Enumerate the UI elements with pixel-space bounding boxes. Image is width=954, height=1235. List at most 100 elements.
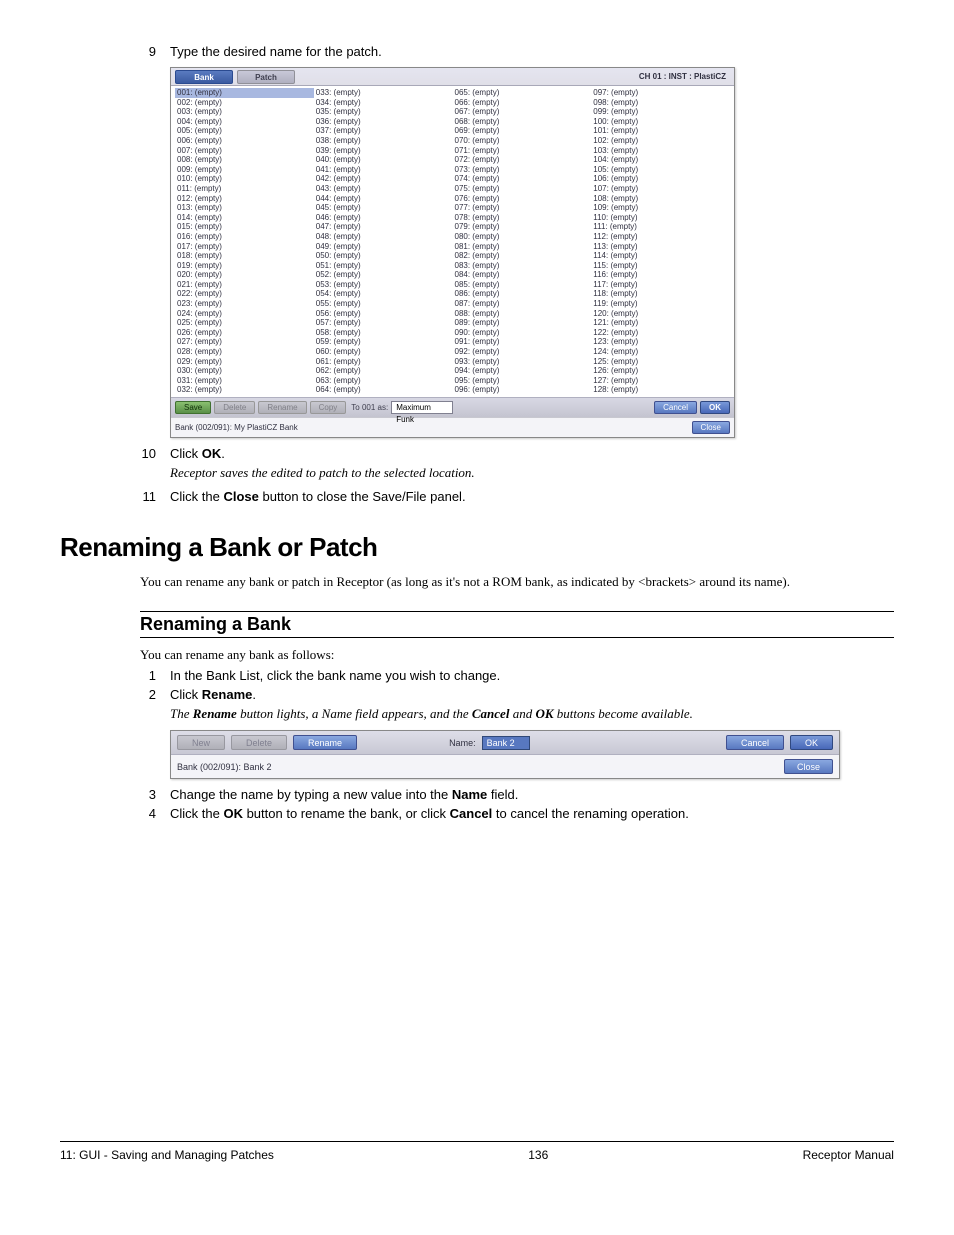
patch-slot[interactable]: 112: (empty) xyxy=(591,232,730,242)
patch-slot[interactable]: 074: (empty) xyxy=(453,174,592,184)
patch-slot[interactable]: 106: (empty) xyxy=(591,174,730,184)
patch-slot[interactable]: 116: (empty) xyxy=(591,270,730,280)
patch-slot[interactable]: 117: (empty) xyxy=(591,280,730,290)
patch-slot[interactable]: 033: (empty) xyxy=(314,88,453,98)
patch-slot[interactable]: 084: (empty) xyxy=(453,270,592,280)
patch-slot[interactable]: 048: (empty) xyxy=(314,232,453,242)
patch-slot[interactable]: 067: (empty) xyxy=(453,107,592,117)
patch-slot[interactable]: 032: (empty) xyxy=(175,385,314,395)
patch-slot[interactable]: 026: (empty) xyxy=(175,328,314,338)
rename-button[interactable]: Rename xyxy=(293,735,357,750)
patch-slot[interactable]: 043: (empty) xyxy=(314,184,453,194)
patch-slot[interactable]: 103: (empty) xyxy=(591,146,730,156)
patch-slot[interactable]: 001: (empty) xyxy=(175,88,314,98)
patch-slot[interactable]: 094: (empty) xyxy=(453,366,592,376)
patch-slot[interactable]: 102: (empty) xyxy=(591,136,730,146)
patch-slot[interactable]: 018: (empty) xyxy=(175,251,314,261)
patch-slot[interactable]: 022: (empty) xyxy=(175,289,314,299)
patch-slot[interactable]: 017: (empty) xyxy=(175,242,314,252)
patch-slot[interactable]: 123: (empty) xyxy=(591,337,730,347)
patch-slot[interactable]: 119: (empty) xyxy=(591,299,730,309)
patch-slot[interactable]: 125: (empty) xyxy=(591,357,730,367)
patch-slot[interactable]: 081: (empty) xyxy=(453,242,592,252)
patch-slot[interactable]: 062: (empty) xyxy=(314,366,453,376)
patch-slot[interactable]: 071: (empty) xyxy=(453,146,592,156)
patch-slot[interactable]: 079: (empty) xyxy=(453,222,592,232)
patch-slot[interactable]: 027: (empty) xyxy=(175,337,314,347)
patch-slot[interactable]: 095: (empty) xyxy=(453,376,592,386)
patch-slot[interactable]: 006: (empty) xyxy=(175,136,314,146)
ok-button[interactable]: OK xyxy=(790,735,833,750)
patch-slot[interactable]: 075: (empty) xyxy=(453,184,592,194)
tab-patch[interactable]: Patch xyxy=(237,70,295,84)
patch-slot[interactable]: 044: (empty) xyxy=(314,194,453,204)
patch-slot[interactable]: 035: (empty) xyxy=(314,107,453,117)
patch-slot[interactable]: 055: (empty) xyxy=(314,299,453,309)
patch-slot[interactable]: 051: (empty) xyxy=(314,261,453,271)
patch-slot[interactable]: 009: (empty) xyxy=(175,165,314,175)
patch-slot[interactable]: 128: (empty) xyxy=(591,385,730,395)
patch-slot[interactable]: 061: (empty) xyxy=(314,357,453,367)
patch-slot[interactable]: 057: (empty) xyxy=(314,318,453,328)
patch-slot[interactable]: 108: (empty) xyxy=(591,194,730,204)
patch-slot[interactable]: 066: (empty) xyxy=(453,98,592,108)
patch-slot[interactable]: 090: (empty) xyxy=(453,328,592,338)
save-button[interactable]: Save xyxy=(175,401,211,414)
patch-slot[interactable]: 029: (empty) xyxy=(175,357,314,367)
patch-slot[interactable]: 115: (empty) xyxy=(591,261,730,271)
patch-slot[interactable]: 025: (empty) xyxy=(175,318,314,328)
copy-button[interactable]: Copy xyxy=(310,401,347,414)
patch-slot[interactable]: 041: (empty) xyxy=(314,165,453,175)
patch-slot[interactable]: 118: (empty) xyxy=(591,289,730,299)
patch-slot[interactable]: 031: (empty) xyxy=(175,376,314,386)
patch-slot[interactable]: 073: (empty) xyxy=(453,165,592,175)
patch-slot[interactable]: 002: (empty) xyxy=(175,98,314,108)
patch-slot[interactable]: 005: (empty) xyxy=(175,126,314,136)
patch-slot[interactable]: 083: (empty) xyxy=(453,261,592,271)
tab-bank[interactable]: Bank xyxy=(175,70,233,84)
cancel-button[interactable]: Cancel xyxy=(654,401,697,414)
patch-slot[interactable]: 070: (empty) xyxy=(453,136,592,146)
patch-slot[interactable]: 072: (empty) xyxy=(453,155,592,165)
patch-slot[interactable]: 021: (empty) xyxy=(175,280,314,290)
patch-slot[interactable]: 050: (empty) xyxy=(314,251,453,261)
patch-slot[interactable]: 080: (empty) xyxy=(453,232,592,242)
patch-slot[interactable]: 049: (empty) xyxy=(314,242,453,252)
patch-slot[interactable]: 107: (empty) xyxy=(591,184,730,194)
patch-slot[interactable]: 078: (empty) xyxy=(453,213,592,223)
patch-slot[interactable]: 101: (empty) xyxy=(591,126,730,136)
patch-slot[interactable]: 100: (empty) xyxy=(591,117,730,127)
patch-slot[interactable]: 028: (empty) xyxy=(175,347,314,357)
patch-slot[interactable]: 056: (empty) xyxy=(314,309,453,319)
patch-slot[interactable]: 099: (empty) xyxy=(591,107,730,117)
patch-slot[interactable]: 065: (empty) xyxy=(453,88,592,98)
patch-slot[interactable]: 053: (empty) xyxy=(314,280,453,290)
patch-slot[interactable]: 039: (empty) xyxy=(314,146,453,156)
patch-slot[interactable]: 054: (empty) xyxy=(314,289,453,299)
patch-slot[interactable]: 104: (empty) xyxy=(591,155,730,165)
patch-slot[interactable]: 013: (empty) xyxy=(175,203,314,213)
delete-button[interactable]: Delete xyxy=(214,401,255,414)
patch-slot[interactable]: 064: (empty) xyxy=(314,385,453,395)
patch-slot[interactable]: 014: (empty) xyxy=(175,213,314,223)
patch-slot[interactable]: 045: (empty) xyxy=(314,203,453,213)
patch-slot[interactable]: 088: (empty) xyxy=(453,309,592,319)
patch-slot[interactable]: 122: (empty) xyxy=(591,328,730,338)
patch-slot[interactable]: 087: (empty) xyxy=(453,299,592,309)
patch-slot[interactable]: 010: (empty) xyxy=(175,174,314,184)
patch-slot[interactable]: 076: (empty) xyxy=(453,194,592,204)
patch-slot[interactable]: 012: (empty) xyxy=(175,194,314,204)
patch-slot[interactable]: 019: (empty) xyxy=(175,261,314,271)
patch-slot[interactable]: 003: (empty) xyxy=(175,107,314,117)
patch-slot[interactable]: 085: (empty) xyxy=(453,280,592,290)
patch-slot[interactable]: 111: (empty) xyxy=(591,222,730,232)
patch-slot[interactable]: 059: (empty) xyxy=(314,337,453,347)
patch-slot[interactable]: 114: (empty) xyxy=(591,251,730,261)
delete-button[interactable]: Delete xyxy=(231,735,287,750)
patch-slot[interactable]: 030: (empty) xyxy=(175,366,314,376)
patch-slot[interactable]: 063: (empty) xyxy=(314,376,453,386)
patch-slot[interactable]: 077: (empty) xyxy=(453,203,592,213)
patch-slot[interactable]: 024: (empty) xyxy=(175,309,314,319)
patch-slot[interactable]: 121: (empty) xyxy=(591,318,730,328)
patch-slot[interactable]: 008: (empty) xyxy=(175,155,314,165)
